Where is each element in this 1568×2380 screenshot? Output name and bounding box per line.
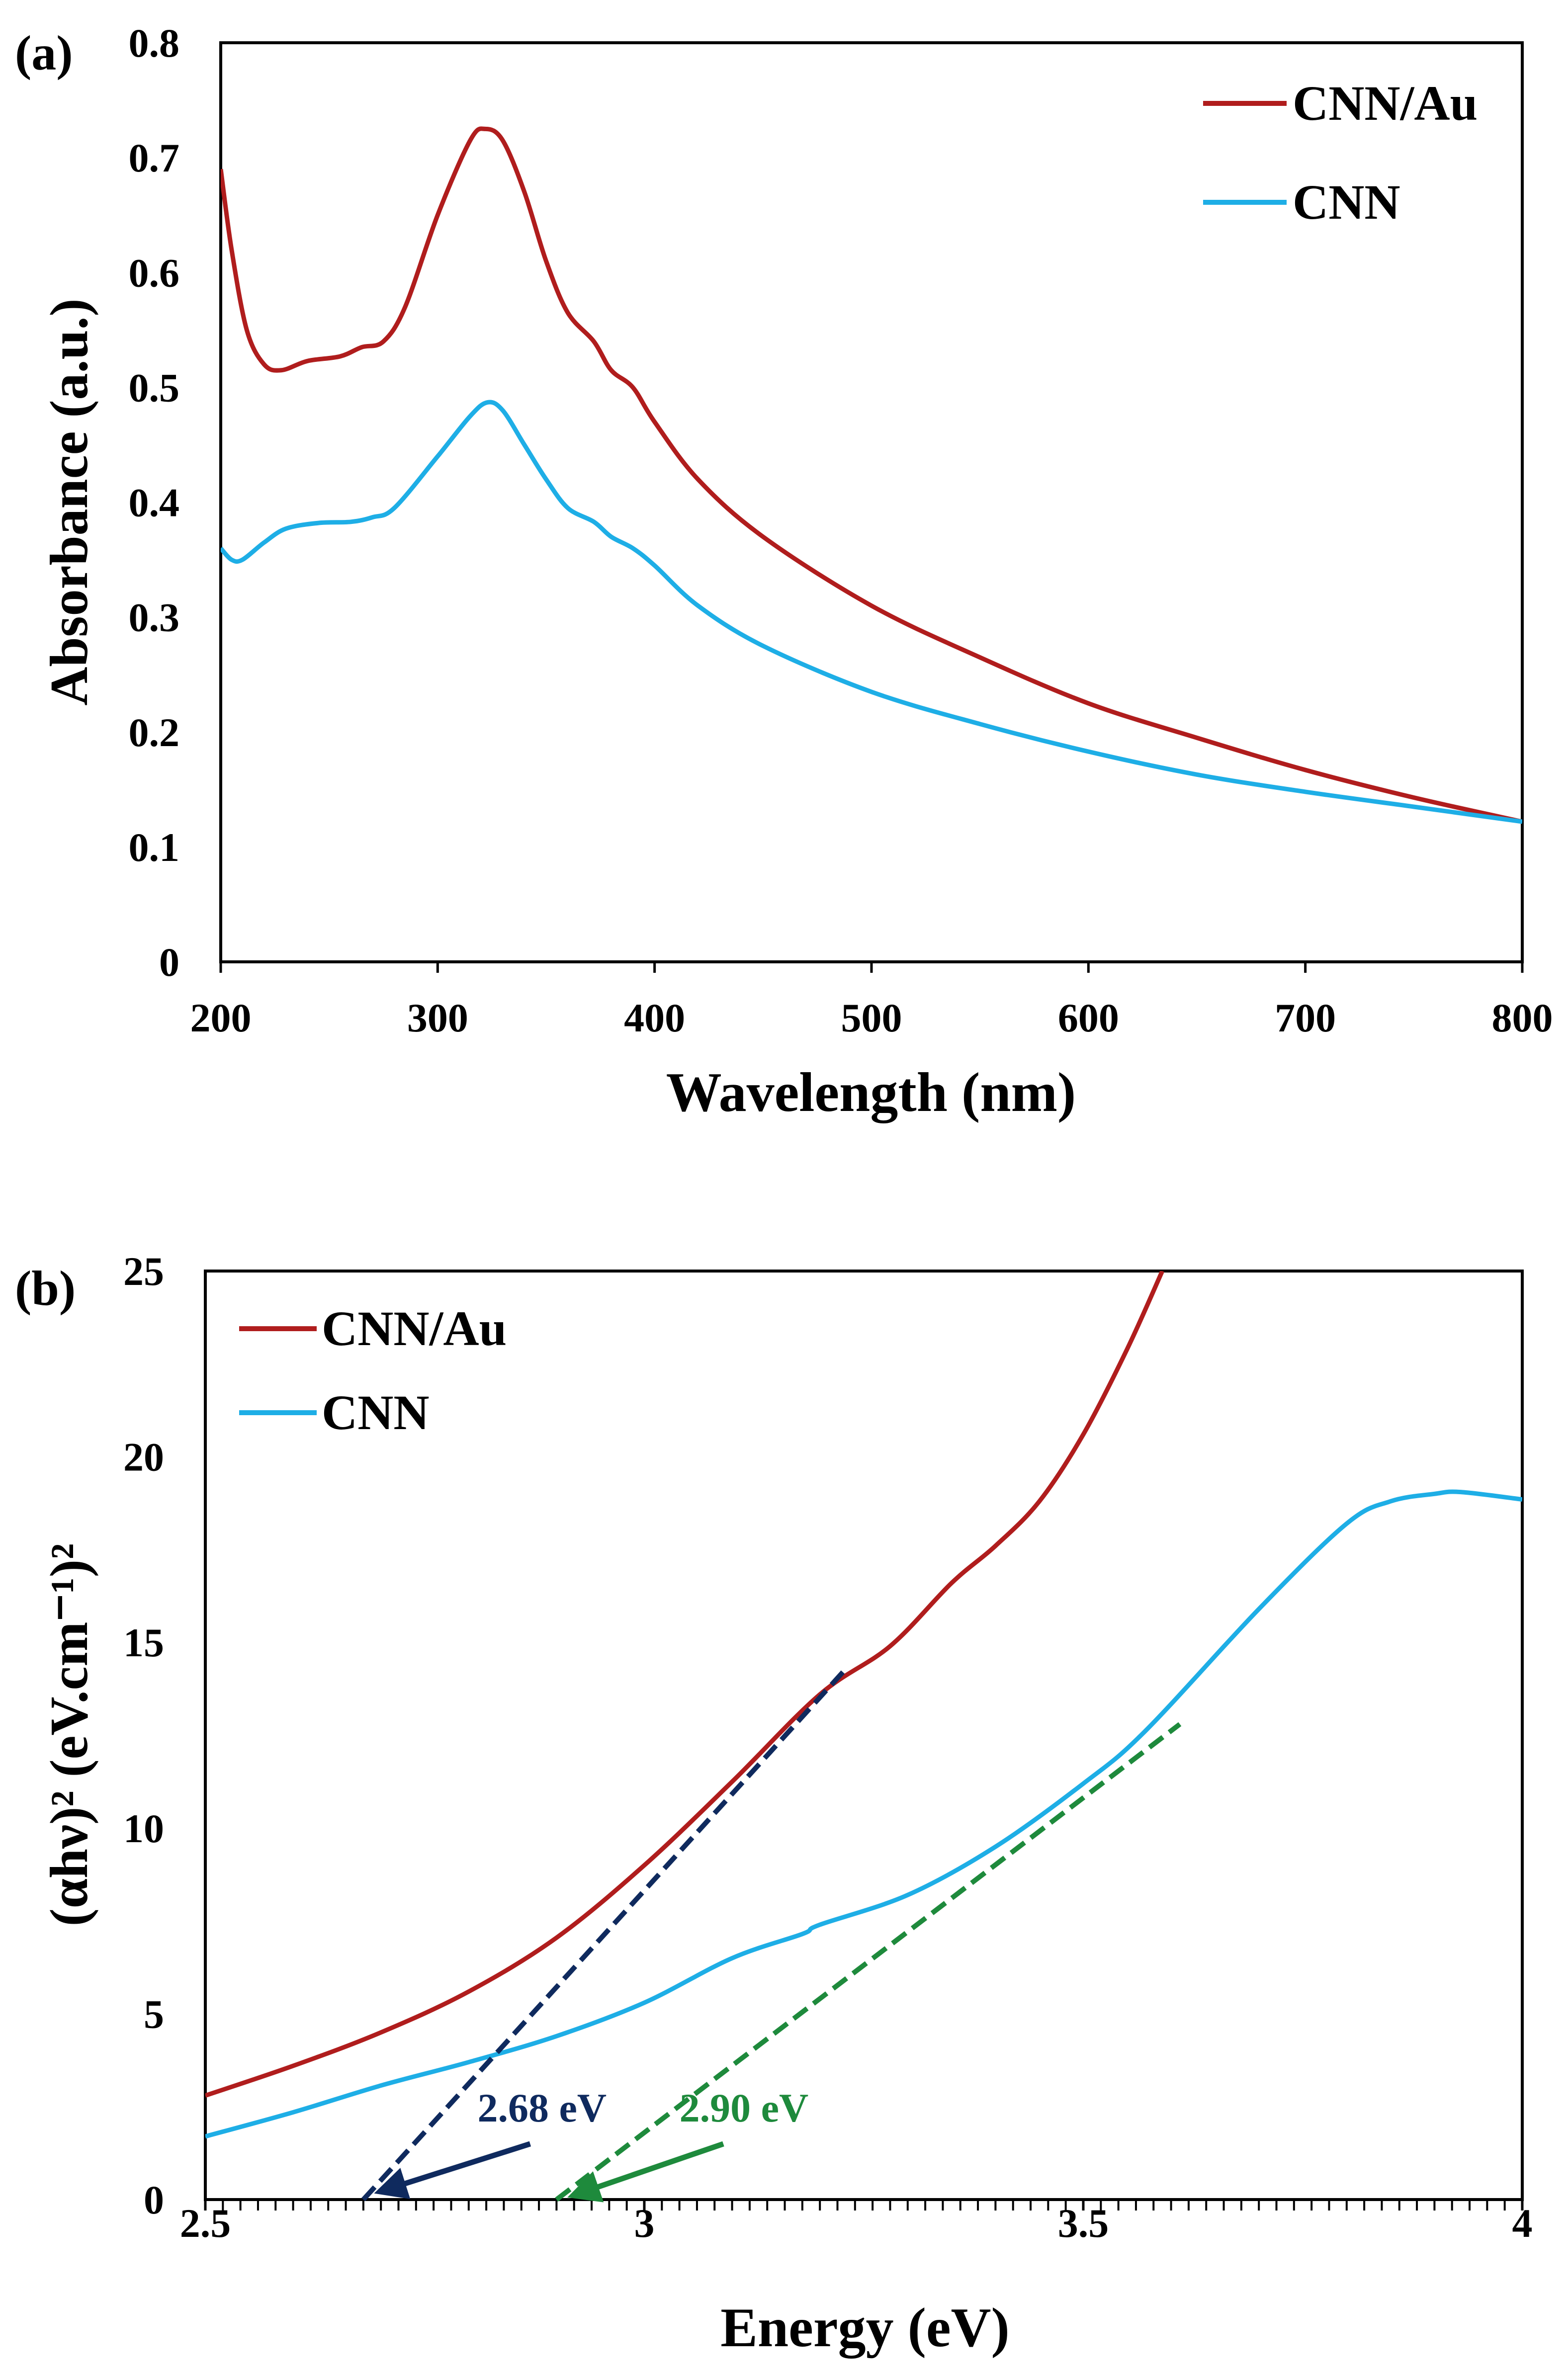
series-line-cnn bbox=[221, 400, 1522, 824]
legend-label: CNN bbox=[322, 1385, 430, 1440]
y-tick-label: 0.2 bbox=[129, 710, 180, 755]
y-axis-title: (αhν)² (eV.cm⁻¹)² bbox=[40, 1543, 99, 1927]
series-line-cnn bbox=[205, 1489, 1522, 2139]
y-tick-label: 0.5 bbox=[129, 365, 180, 410]
y-axis-title: Absorbance (a.u.) bbox=[40, 298, 99, 705]
y-tick-label: 10 bbox=[123, 1806, 164, 1851]
x-axis-title: Energy (eV) bbox=[720, 2297, 1010, 2359]
x-tick-label: 800 bbox=[1492, 995, 1553, 1040]
x-tick-label: 4 bbox=[1512, 2201, 1533, 2246]
tauc-fit-line bbox=[555, 1722, 1182, 2202]
x-tick-label: 200 bbox=[190, 995, 252, 1040]
panel-a: (a) 200 300 400 500 600 700 800 0 0.1 0.2 0.3 0.4 0.5… bbox=[15, 20, 1553, 1123]
x-tick-label: 300 bbox=[407, 995, 468, 1040]
y-tick-label: 0 bbox=[159, 939, 179, 985]
bandgap-arrow bbox=[567, 2141, 724, 2203]
bandgap-label: 2.90 eV bbox=[680, 2085, 809, 2130]
y-tick-label: 0.8 bbox=[129, 20, 180, 66]
x-tick-label: 500 bbox=[841, 995, 902, 1040]
panel-label: (b) bbox=[15, 1261, 76, 1316]
legend-label: CNN/Au bbox=[1293, 76, 1478, 131]
y-tick-label: 0.1 bbox=[129, 825, 180, 870]
series-line-cnn-au bbox=[205, 1271, 1165, 2098]
y-tick-label: 15 bbox=[123, 1620, 164, 1665]
y-tick-label: 0.4 bbox=[129, 480, 180, 525]
y-tick-label: 20 bbox=[123, 1435, 164, 1480]
x-tick-label: 400 bbox=[624, 995, 685, 1040]
y-tick-label: 0 bbox=[144, 2177, 164, 2222]
bandgap-arrow bbox=[374, 2141, 531, 2200]
tauc-fit-line bbox=[361, 1667, 848, 2202]
y-tick-label: 0.6 bbox=[129, 250, 180, 295]
y-tick-label: 25 bbox=[123, 1249, 164, 1294]
y-tick-label: 0.3 bbox=[129, 595, 180, 640]
x-axis-title: Wavelength (nm) bbox=[666, 1062, 1076, 1123]
plot-frame bbox=[204, 1270, 1524, 2201]
y-tick-label: 5 bbox=[144, 1991, 164, 2037]
legend-label: CNN/Au bbox=[322, 1301, 507, 1356]
x-tick-label: 600 bbox=[1058, 995, 1119, 1040]
series-line-cnn-au bbox=[221, 126, 1522, 824]
x-tick-label: 700 bbox=[1275, 995, 1336, 1040]
y-tick-label: 0.7 bbox=[129, 135, 180, 180]
bandgap-label: 2.68 eV bbox=[477, 2085, 607, 2130]
legend-label: CNN bbox=[1293, 174, 1400, 230]
panel-label: (a) bbox=[15, 25, 73, 81]
